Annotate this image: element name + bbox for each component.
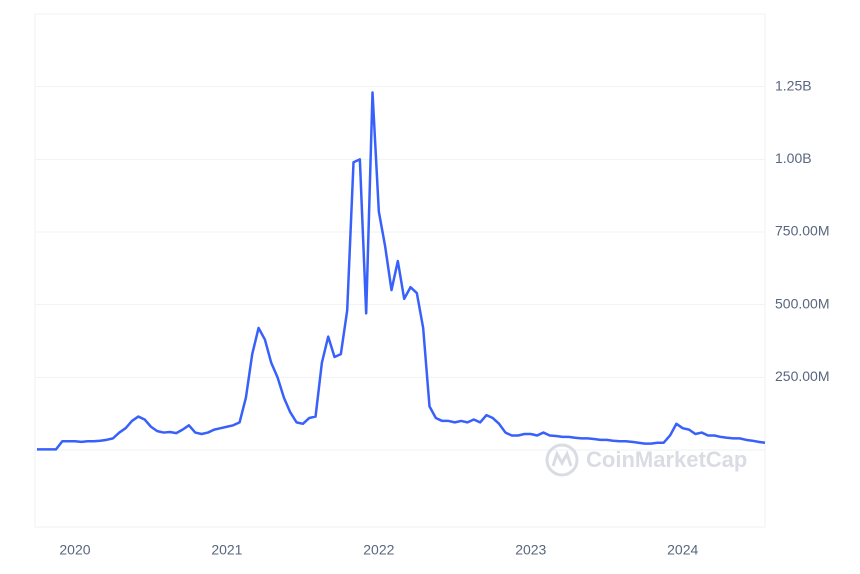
price-line [37, 91, 766, 451]
y-tick-label: 1.00B [775, 150, 812, 166]
x-tick-label: 2020 [59, 542, 90, 558]
watermark-logo [545, 443, 579, 477]
y-tick-label: 250.00M [775, 368, 829, 384]
y-tick-label: 500.00M [775, 295, 829, 311]
plot-frame [34, 13, 766, 528]
x-tick-label: 2022 [363, 542, 394, 558]
x-tick-label: 2024 [667, 542, 698, 558]
x-tick-label: 2023 [515, 542, 546, 558]
y-tick-label: 750.00M [775, 223, 829, 239]
x-tick-label: 2021 [211, 542, 242, 558]
y-tick-label: 1.25B [775, 77, 812, 93]
watermark: CoinMarketCap [586, 447, 747, 472]
